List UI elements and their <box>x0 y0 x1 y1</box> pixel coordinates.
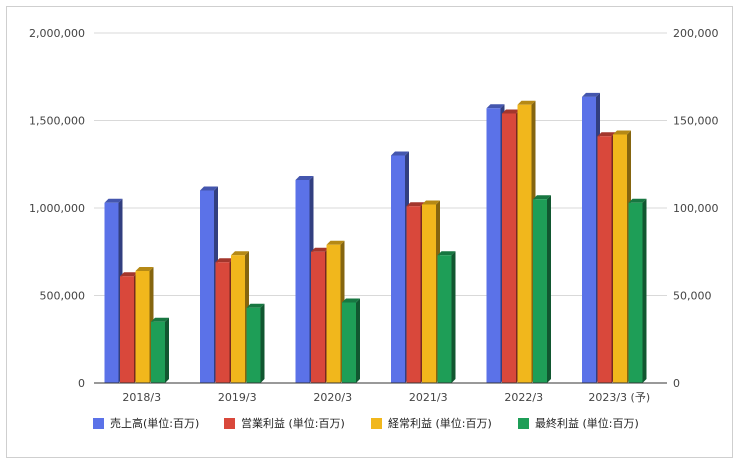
legend-label: 売上高(単位:百万) <box>110 416 199 430</box>
bar <box>517 104 532 383</box>
bar <box>422 204 436 383</box>
bar-top <box>391 151 409 156</box>
bar-top <box>326 240 345 245</box>
bar <box>120 276 134 383</box>
bar <box>486 108 501 383</box>
bar <box>533 199 547 383</box>
bar-side <box>260 303 265 383</box>
bar-top <box>517 100 536 105</box>
bar <box>406 206 421 383</box>
x-axis-tick-label: 2020/3 <box>313 391 352 404</box>
bar-top <box>582 92 600 97</box>
right-axis-tick-label: 0 <box>673 377 680 390</box>
x-axis-tick-label: 2018/3 <box>122 391 161 404</box>
bar <box>295 180 310 383</box>
chart-svg: 0 0 500,000 50,000 1,000,000 100,000 1,500,000… <box>29 27 719 430</box>
bar-top <box>597 132 616 137</box>
bar <box>215 262 230 383</box>
bar <box>135 271 150 383</box>
bar-top <box>295 176 314 180</box>
bar-side <box>642 198 647 383</box>
bar-top <box>200 186 218 191</box>
bar <box>246 307 261 383</box>
bar-top <box>120 272 138 277</box>
legend-swatch <box>371 418 382 429</box>
bar <box>582 96 596 383</box>
bar-top <box>104 198 123 203</box>
left-axis-tick-label: 0 <box>78 377 85 390</box>
bar <box>342 302 356 383</box>
bar <box>613 134 627 383</box>
bar <box>437 255 452 383</box>
bar-top <box>613 130 631 135</box>
bar <box>326 244 341 383</box>
bar-top <box>215 258 234 263</box>
bar-top <box>422 200 440 205</box>
right-axis-tick-label: 200,000 <box>673 27 719 40</box>
bar-top <box>437 251 456 256</box>
bar-top <box>311 247 329 252</box>
bar-top <box>628 198 647 203</box>
chart-frame: 0 0 500,000 50,000 1,000,000 100,000 1,500,000… <box>6 6 733 458</box>
right-axis-tick-label: 150,000 <box>673 115 719 128</box>
bar <box>628 202 643 383</box>
x-axis-tick-label: 2023/3 (予) <box>588 391 650 404</box>
left-axis-tick-label: 1,500,000 <box>29 115 85 128</box>
left-axis-tick-label: 2,000,000 <box>29 27 85 40</box>
bar <box>391 155 405 383</box>
bar <box>104 202 119 383</box>
legend-swatch <box>224 418 235 429</box>
bar-top <box>406 202 425 207</box>
bar-top <box>135 267 154 271</box>
bar <box>200 190 214 383</box>
legend-label: 最終利益 (単位:百万) <box>535 416 639 430</box>
bar <box>502 113 516 383</box>
bar-top <box>151 317 169 322</box>
left-axis-tick-label: 500,000 <box>40 290 86 303</box>
x-axis-tick-label: 2022/3 <box>504 391 543 404</box>
bar-top <box>502 109 520 114</box>
bar <box>597 136 612 383</box>
x-axis-tick-label: 2019/3 <box>218 391 257 404</box>
bar <box>311 251 325 383</box>
x-axis-tick-label: 2021/3 <box>409 391 448 404</box>
bar-side <box>547 195 551 383</box>
bar-side <box>165 317 169 383</box>
bar <box>151 321 165 383</box>
bar-side <box>356 298 360 383</box>
bar-top <box>486 104 505 109</box>
legend-label: 経常利益 (単位:百万) <box>388 416 492 430</box>
bar-top <box>246 303 265 308</box>
bar-top <box>533 195 551 200</box>
right-axis-tick-label: 100,000 <box>673 202 719 215</box>
bar-top <box>231 251 249 256</box>
legend-swatch <box>518 418 529 429</box>
bar-side <box>451 251 456 383</box>
bar <box>231 255 245 383</box>
right-axis-tick-label: 50,000 <box>673 290 712 303</box>
legend-label: 営業利益 (単位:百万) <box>241 416 345 430</box>
left-axis-tick-label: 1,000,000 <box>29 202 85 215</box>
legend-swatch <box>93 418 104 429</box>
bar-top <box>342 298 360 303</box>
